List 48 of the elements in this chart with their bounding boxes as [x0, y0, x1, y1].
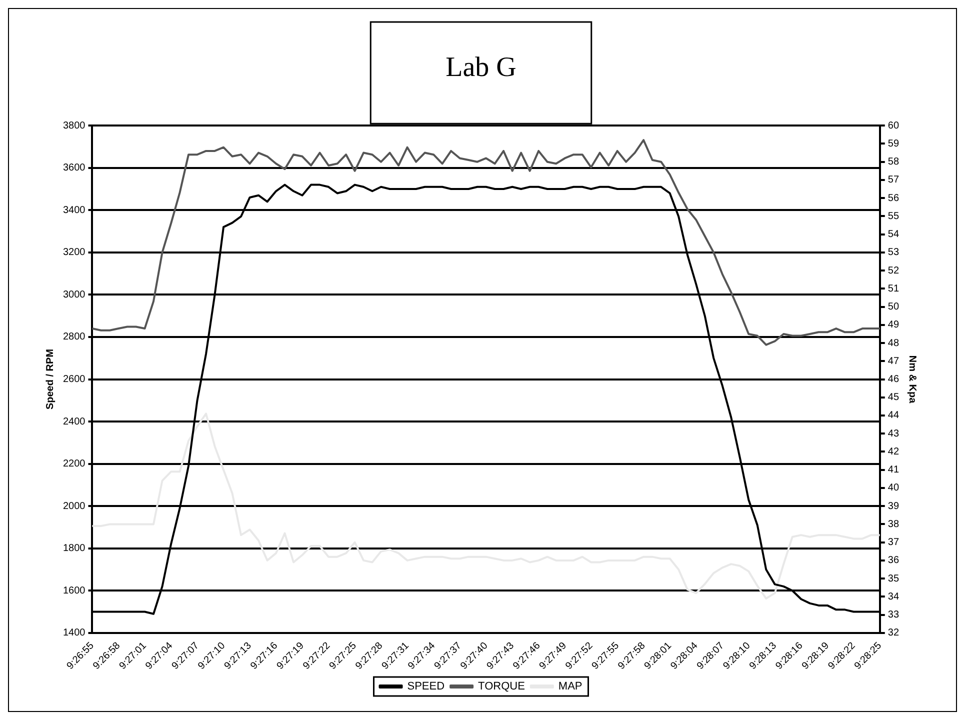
- y-tick-label: 1600: [62, 585, 86, 596]
- y2-tick-label: 52: [888, 265, 900, 276]
- y-tick-label: 2400: [62, 416, 86, 428]
- y-tick-label: 3800: [62, 120, 86, 132]
- y2-tick-label: 33: [888, 610, 900, 621]
- y-tick-label: 2600: [62, 374, 86, 386]
- legend-label: MAP: [558, 680, 582, 693]
- y2-tick-label: 35: [888, 573, 900, 584]
- y2-tick-label: 37: [888, 537, 900, 548]
- y2-tick-label: 51: [888, 283, 900, 294]
- y2-tick-label: 43: [888, 428, 900, 440]
- y2-tick-label: 55: [888, 210, 900, 222]
- y2-tick-label: 53: [888, 247, 900, 258]
- y-tick-label: 2000: [62, 500, 86, 512]
- y-tick-label: 2800: [62, 332, 86, 343]
- legend-label: TORQUE: [478, 680, 525, 693]
- chart-title: Lab G: [446, 52, 516, 84]
- y2-tick-label: 46: [888, 374, 900, 386]
- y2-tick-label: 56: [888, 192, 900, 204]
- y2-tick-label: 41: [888, 464, 900, 476]
- y-tick-label: 3200: [62, 247, 86, 258]
- y2-tick-label: 34: [888, 591, 900, 602]
- y-tick-label: 3600: [62, 162, 86, 174]
- y2-tick-label: 45: [888, 392, 900, 404]
- y2-tick-label: 42: [888, 446, 900, 458]
- y2-tick-label: 50: [888, 302, 900, 313]
- y-tick-label: 3000: [62, 289, 86, 300]
- y-axis-title: Speed / RPM: [44, 348, 56, 410]
- y2-tick-label: 40: [888, 482, 900, 494]
- y2-axis-title: Nm & Kpa: [906, 355, 918, 404]
- y2-tick-label: 48: [888, 338, 900, 349]
- y-tick-label: 1400: [62, 628, 86, 639]
- y2-tick-label: 32: [888, 628, 900, 639]
- y2-tick-label: 38: [888, 518, 900, 530]
- y2-tick-label: 39: [888, 500, 900, 512]
- y-tick-label: 3400: [62, 204, 86, 216]
- legend-label: SPEED: [407, 680, 445, 693]
- y2-tick-label: 54: [888, 229, 900, 240]
- y2-tick-label: 57: [888, 174, 900, 186]
- y2-tick-label: 49: [888, 320, 900, 331]
- y2-tick-label: 44: [888, 410, 900, 422]
- y2-tick-label: 36: [888, 555, 900, 566]
- y-tick-label: 2200: [62, 458, 86, 470]
- y2-tick-label: 58: [888, 156, 900, 168]
- y2-tick-label: 59: [888, 138, 900, 150]
- y2-tick-label: 60: [888, 120, 900, 132]
- y2-tick-label: 47: [888, 356, 900, 367]
- y-tick-label: 1800: [62, 543, 86, 554]
